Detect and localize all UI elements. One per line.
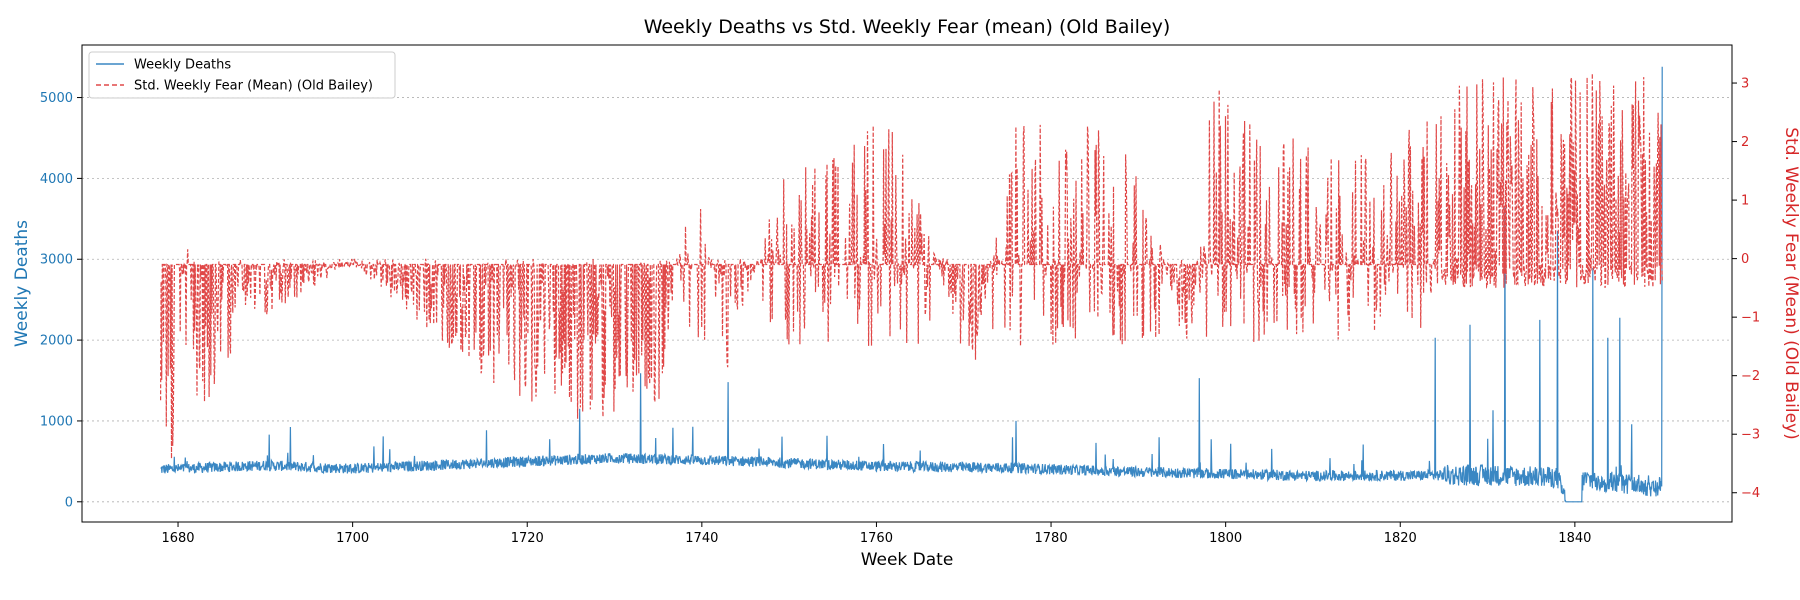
series-line-std-weekly-fear <box>160 73 1663 459</box>
y-left-tick-label: 1000 <box>40 414 73 429</box>
x-tick-label: 1680 <box>161 531 194 546</box>
x-tick-label: 1760 <box>860 531 893 546</box>
x-tick-label: 1720 <box>511 531 544 546</box>
legend-box <box>88 51 396 99</box>
y-right-tick-label: 1 <box>1741 194 1749 209</box>
y-right-tick-label: 2 <box>1741 135 1749 150</box>
x-axis-title: Week Date <box>861 550 954 570</box>
y-right-axis-title: Std. Weekly Fear (Mean) (Old Bailey) <box>1781 127 1800 440</box>
y-left-tick-label: 0 <box>65 495 73 510</box>
series-layer <box>160 66 1663 503</box>
x-tick-label: 1820 <box>1384 531 1417 546</box>
chart-title: Weekly Deaths vs Std. Weekly Fear (mean)… <box>644 16 1171 38</box>
legend: Weekly Deaths Std. Weekly Fear (Mean) (O… <box>88 51 396 99</box>
y-right-tick-label: −2 <box>1741 369 1760 384</box>
x-tick-label: 1780 <box>1035 531 1068 546</box>
legend-label-deaths: Weekly Deaths <box>134 58 231 73</box>
axes-layer: 1680 1700 1720 1740 1760 1780 1800 1820 1840 0 100… <box>40 77 1760 546</box>
y-left-tick-label: 3000 <box>40 253 73 268</box>
y-left-axis-title: Weekly Deaths <box>12 220 32 347</box>
y-left-tick-label: 5000 <box>40 91 73 106</box>
y-right-tick-label: 0 <box>1741 252 1749 267</box>
y-left-tick-label: 2000 <box>40 334 73 349</box>
y-right-tick-label: 3 <box>1741 77 1749 92</box>
y-left-tick-label: 4000 <box>40 172 73 187</box>
y-right-tick-label: −3 <box>1741 428 1760 443</box>
x-tick-label: 1800 <box>1209 531 1242 546</box>
plot-frame <box>81 44 1733 523</box>
legend-label-fear: Std. Weekly Fear (Mean) (Old Bailey) <box>134 79 373 94</box>
y-right-tick-label: −4 <box>1741 486 1760 501</box>
x-tick-label: 1700 <box>336 531 369 546</box>
x-tick-label: 1840 <box>1558 531 1591 546</box>
series-line-weekly-deaths <box>160 66 1663 503</box>
y-right-tick-label: −1 <box>1741 311 1760 326</box>
x-tick-label: 1740 <box>685 531 718 546</box>
